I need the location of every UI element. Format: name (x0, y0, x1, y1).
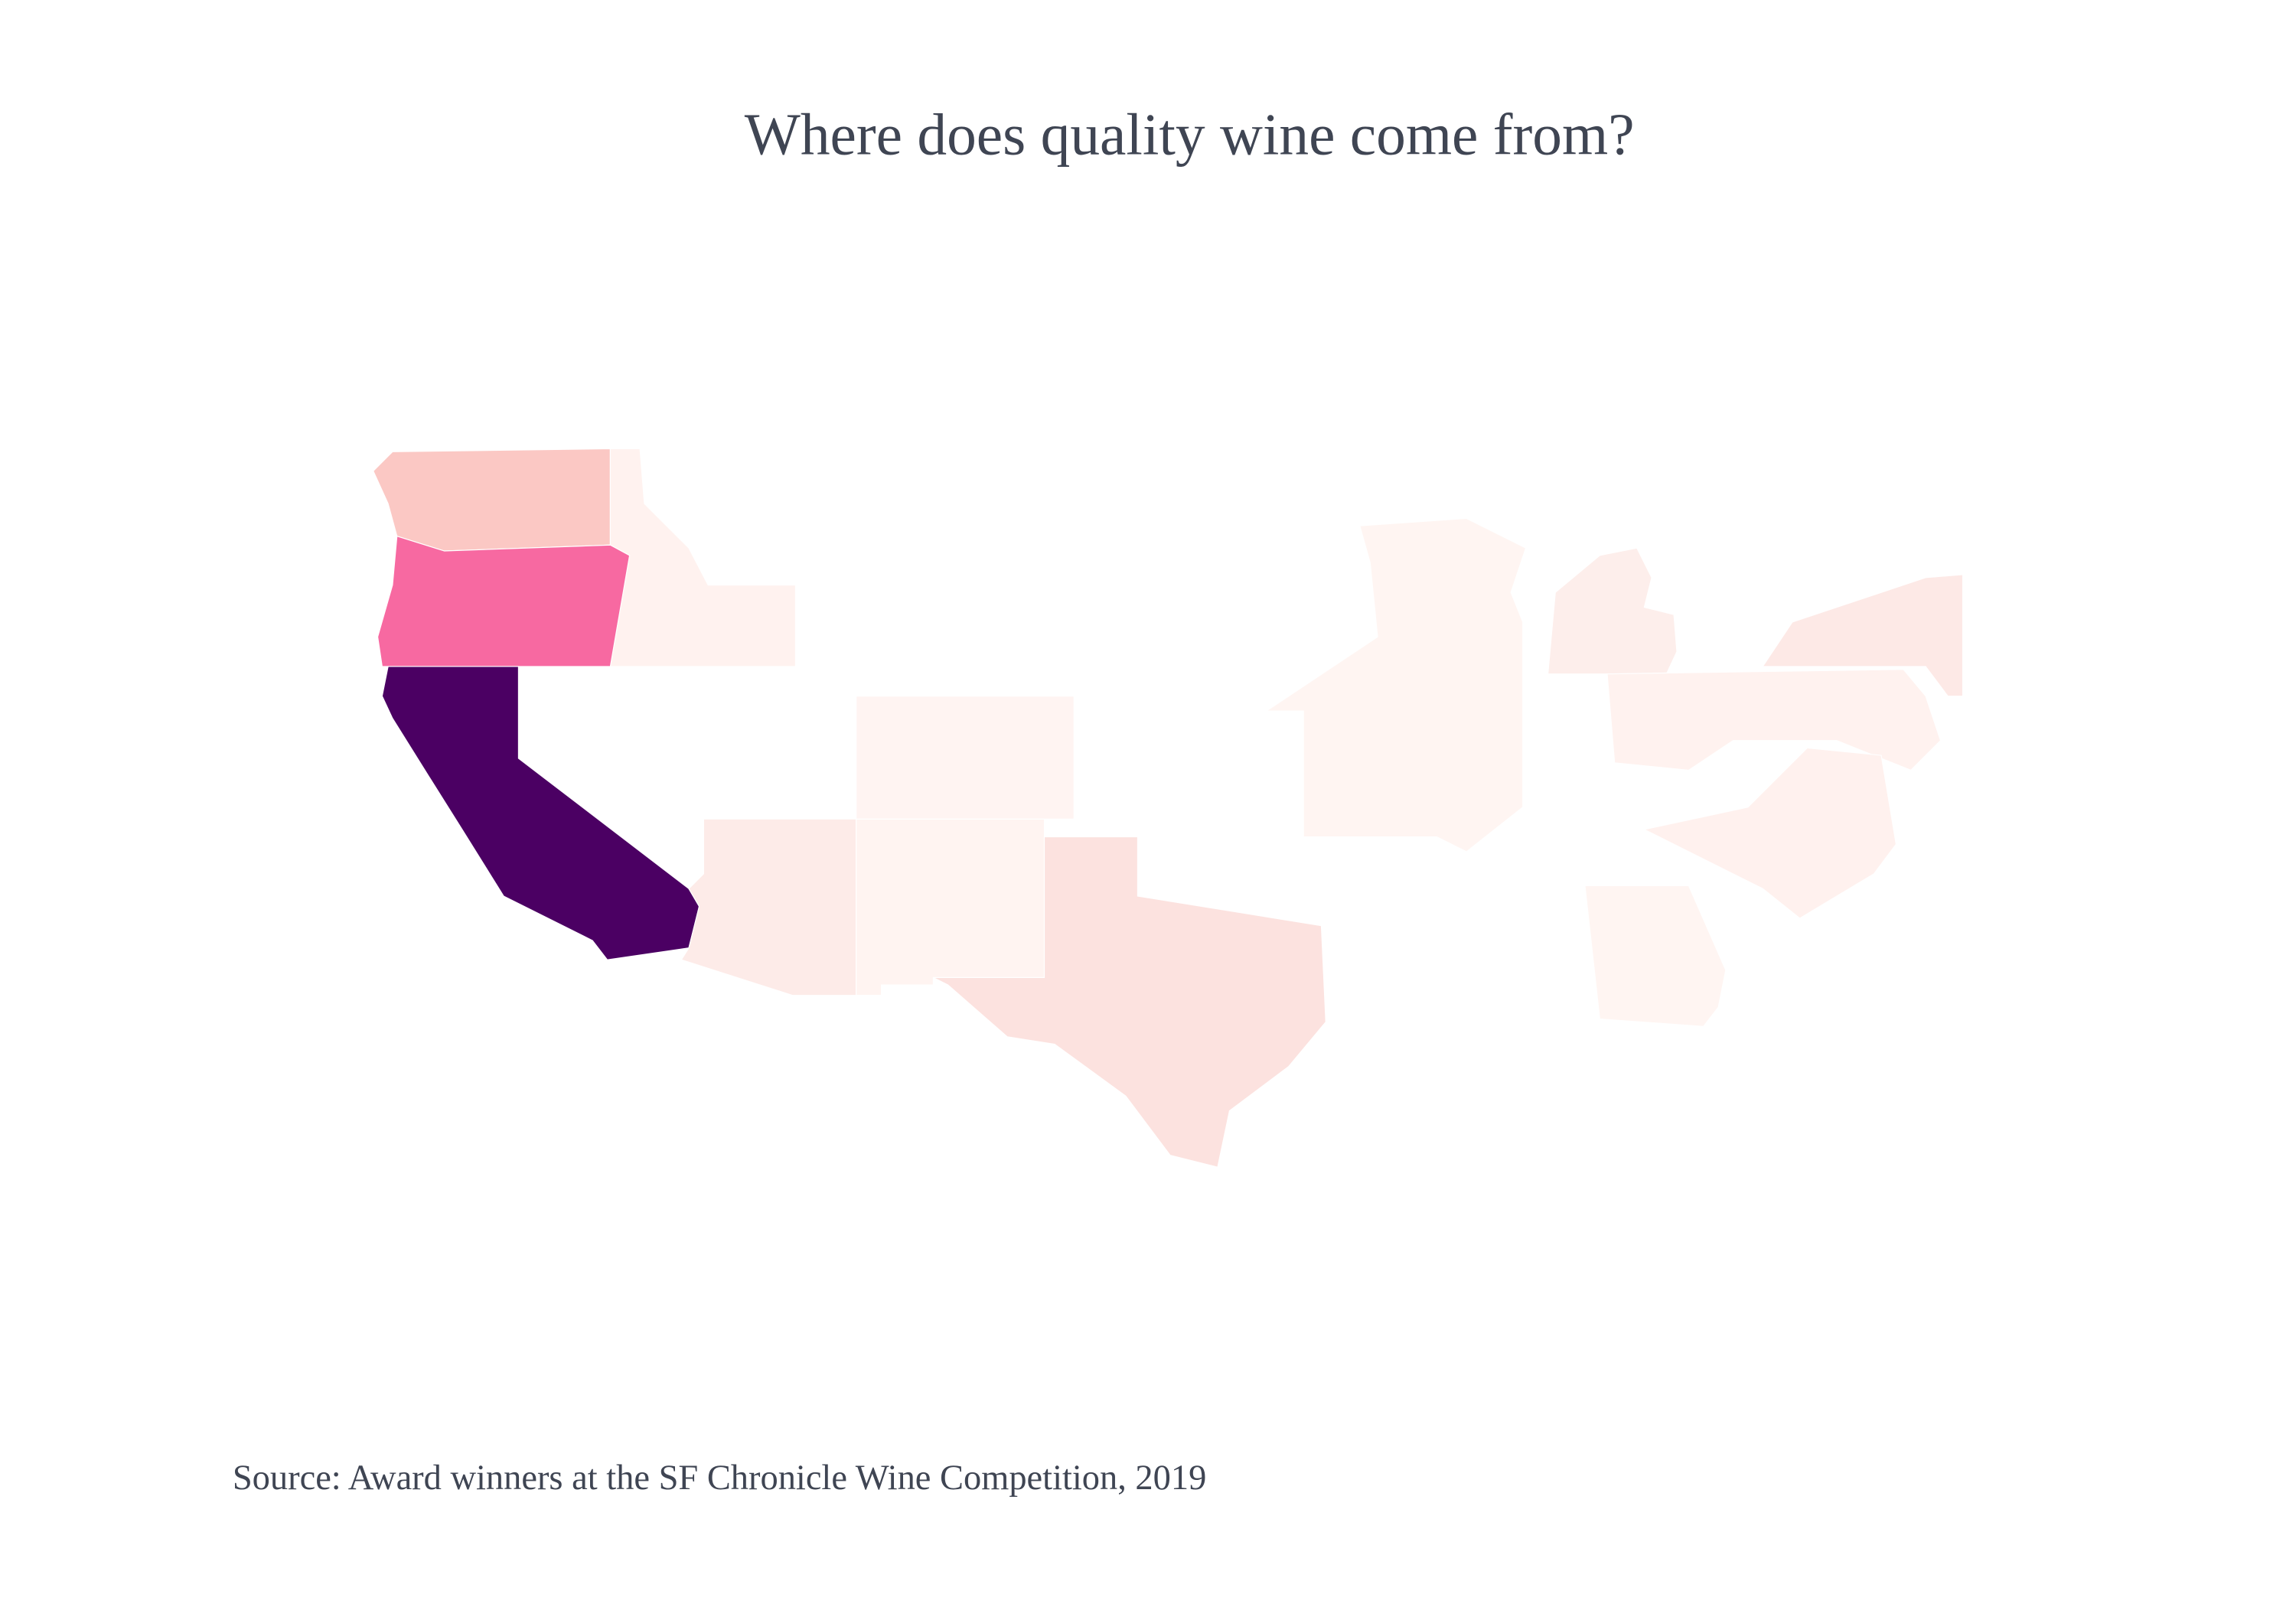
region (1762, 574, 1964, 697)
region (680, 818, 857, 996)
region (381, 666, 700, 960)
region (1584, 885, 1727, 1027)
region (933, 836, 1326, 1168)
region (373, 448, 611, 552)
region (1606, 669, 1942, 771)
map (373, 448, 1964, 1168)
region (609, 448, 796, 667)
map-title: Where does quality wine come from? (745, 102, 1635, 168)
region (1642, 747, 1897, 919)
region (856, 818, 1045, 996)
region (856, 696, 1075, 820)
region (377, 535, 631, 667)
region (1264, 517, 1527, 852)
region (1547, 547, 1678, 675)
source-note: Source: Award winners at the SF Chronicl… (233, 1459, 1206, 1498)
